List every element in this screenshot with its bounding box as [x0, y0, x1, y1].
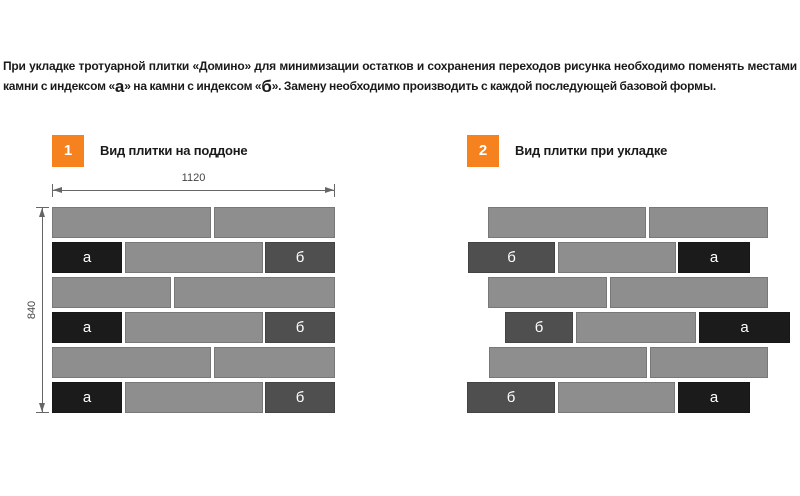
tile-gray [214, 207, 335, 238]
tile-letter: б [507, 249, 516, 266]
tile-letter: б [295, 319, 305, 336]
tile-letter: б [506, 389, 516, 406]
arrow-up-icon [39, 208, 45, 217]
width-dimension: 1120 [52, 172, 335, 198]
tile-letter: а [709, 249, 719, 266]
tile-letter: а [709, 389, 719, 406]
section-1-number-badge: 1 [52, 135, 84, 167]
dimension-tick [52, 184, 53, 197]
tile-a: а [678, 382, 750, 413]
tile-gray [650, 347, 768, 378]
width-dimension-label: 1120 [181, 172, 206, 184]
dimension-tick [36, 412, 49, 413]
dimension-tick [36, 207, 49, 208]
index-a-emphasis: а [114, 77, 125, 96]
section-2-title: Вид плитки при укладке [515, 143, 668, 158]
tile-gray [558, 382, 675, 413]
tile-b: б [468, 242, 555, 273]
dimension-line [42, 207, 43, 413]
tile-letter: а [82, 389, 92, 406]
arrow-down-icon [39, 403, 45, 412]
tile-b: б [265, 242, 335, 273]
intro-text-3: ». Замену необходимо производить с каждо… [271, 79, 717, 93]
tile-gray [125, 312, 263, 343]
section-2-number-badge: 2 [467, 135, 499, 167]
tile-a: а [678, 242, 750, 273]
tile-gray [125, 242, 263, 273]
laying-diagram: б а б а б а [467, 207, 790, 413]
dimension-tick [334, 184, 335, 197]
tile-b: б [265, 312, 335, 343]
arrow-left-icon [53, 187, 62, 193]
tile-gray [52, 207, 211, 238]
tile-b: б [505, 312, 573, 343]
tile-a: а [699, 312, 790, 343]
tile-gray [610, 277, 768, 308]
tile-a: а [52, 382, 122, 413]
tile-gray [174, 277, 335, 308]
pallet-diagram: а б а б а б [52, 207, 335, 413]
tile-gray [125, 382, 263, 413]
tile-letter: б [534, 319, 544, 336]
tile-gray [649, 207, 768, 238]
intro-text-2: » на камни с индексом « [124, 79, 262, 93]
height-dimension: 840 [26, 207, 54, 413]
tile-gray [214, 347, 335, 378]
intro-paragraph: При укладке тротуарной плитки «Домино» д… [3, 56, 797, 96]
index-b-emphasis: б [261, 77, 272, 96]
tile-a: а [52, 242, 122, 273]
tile-gray [488, 207, 646, 238]
intro-text-1: При укладке тротуарной плитки «Домино» д… [3, 59, 797, 93]
tile-letter: б [295, 249, 305, 266]
tile-letter: а [740, 319, 749, 336]
height-dimension-label: 840 [26, 300, 38, 320]
tile-b: б [265, 382, 335, 413]
tile-gray [576, 312, 696, 343]
tile-letter: б [295, 389, 305, 406]
arrow-right-icon [325, 187, 334, 193]
tile-b: б [467, 382, 555, 413]
tile-gray [558, 242, 676, 273]
dimension-line [52, 190, 335, 191]
tile-a: а [52, 312, 122, 343]
tile-gray [489, 347, 647, 378]
tile-gray [52, 277, 171, 308]
tile-letter: а [82, 249, 92, 266]
tile-gray [52, 347, 211, 378]
tile-letter: а [82, 319, 92, 336]
section-1-title: Вид плитки на поддоне [100, 143, 248, 158]
tile-gray [488, 277, 607, 308]
